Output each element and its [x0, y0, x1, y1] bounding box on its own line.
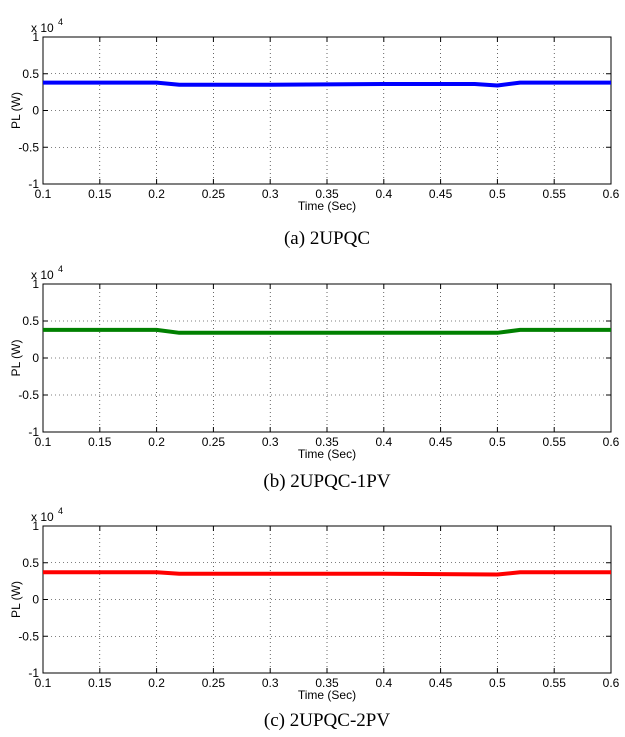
y-tick-label: 0.5 — [22, 556, 39, 570]
y-multiplier: x 10 — [31, 510, 54, 524]
x-tick-label: 0.55 — [543, 187, 567, 201]
x-tick-label: 0.15 — [88, 676, 112, 690]
panel-caption: (a) 2UPQC — [284, 228, 370, 249]
y-tick-label: 0.5 — [22, 314, 39, 328]
x-tick-label: 0.2 — [148, 187, 165, 201]
x-tick-label: 0.4 — [375, 435, 392, 449]
x-tick-label: 0.5 — [489, 187, 506, 201]
x-tick-label: 0.6 — [603, 435, 620, 449]
x-tick-label: 0.45 — [429, 435, 453, 449]
y-tick-label: 0.5 — [22, 67, 39, 81]
x-tick-label: 0.2 — [148, 435, 165, 449]
series-line-pl — [43, 570, 611, 577]
y-multiplier-exponent: 4 — [58, 264, 63, 274]
y-tick-label: 0 — [32, 104, 39, 118]
x-tick-label: 0.15 — [88, 187, 112, 201]
x-tick-label: 0.35 — [315, 187, 339, 201]
y-multiplier-exponent: 4 — [58, 506, 63, 516]
x-axis-label: Time (Sec) — [298, 447, 356, 461]
y-multiplier-exponent: 4 — [58, 17, 63, 27]
x-tick-label: 0.35 — [315, 435, 339, 449]
y-tick-label: -1 — [28, 177, 39, 191]
x-tick-label: 0.15 — [88, 435, 112, 449]
panel-caption: (b) 2UPQC-1PV — [263, 471, 390, 492]
x-tick-label: 0.55 — [543, 676, 567, 690]
y-tick-label: 0 — [32, 351, 39, 365]
y-tick-label: 0 — [32, 593, 39, 607]
series-line-pl — [43, 327, 611, 335]
x-tick-label: 0.3 — [262, 676, 279, 690]
y-tick-label: -1 — [28, 666, 39, 680]
y-multiplier: x 10 — [31, 268, 54, 282]
x-tick-label: 0.35 — [315, 676, 339, 690]
x-tick-label: 0.55 — [543, 435, 567, 449]
y-multiplier: x 10 — [31, 21, 54, 35]
y-tick-label: -0.5 — [18, 388, 39, 402]
y-tick-label: -1 — [28, 425, 39, 439]
y-tick-label: -0.5 — [18, 140, 39, 154]
y-tick-label: 1 — [32, 519, 39, 533]
x-axis-label: Time (Sec) — [298, 199, 356, 213]
panel-caption: (c) 2UPQC-2PV — [264, 710, 390, 731]
x-tick-label: 0.1 — [35, 676, 52, 690]
x-tick-label: 0.25 — [202, 676, 226, 690]
x-axis-label: Time (Sec) — [298, 688, 356, 702]
y-axis-label: PL (W) — [9, 581, 23, 618]
series-line-pl — [43, 80, 611, 88]
x-tick-label: 0.2 — [148, 676, 165, 690]
x-tick-label: 0.45 — [429, 187, 453, 201]
y-tick-label: -0.5 — [18, 629, 39, 643]
x-tick-label: 0.6 — [603, 676, 620, 690]
x-tick-label: 0.3 — [262, 435, 279, 449]
x-tick-label: 0.1 — [35, 435, 52, 449]
y-tick-label: 1 — [32, 30, 39, 44]
x-tick-label: 0.5 — [489, 676, 506, 690]
x-tick-label: 0.4 — [375, 187, 392, 201]
y-tick-label: 1 — [32, 277, 39, 291]
x-tick-label: 0.1 — [35, 187, 52, 201]
x-tick-label: 0.25 — [202, 435, 226, 449]
x-tick-label: 0.4 — [375, 676, 392, 690]
x-tick-label: 0.25 — [202, 187, 226, 201]
y-axis-label: PL (W) — [9, 340, 23, 377]
x-tick-label: 0.5 — [489, 435, 506, 449]
x-tick-label: 0.6 — [603, 187, 620, 201]
y-axis-label: PL (W) — [9, 92, 23, 129]
x-tick-label: 0.3 — [262, 187, 279, 201]
x-tick-label: 0.45 — [429, 676, 453, 690]
